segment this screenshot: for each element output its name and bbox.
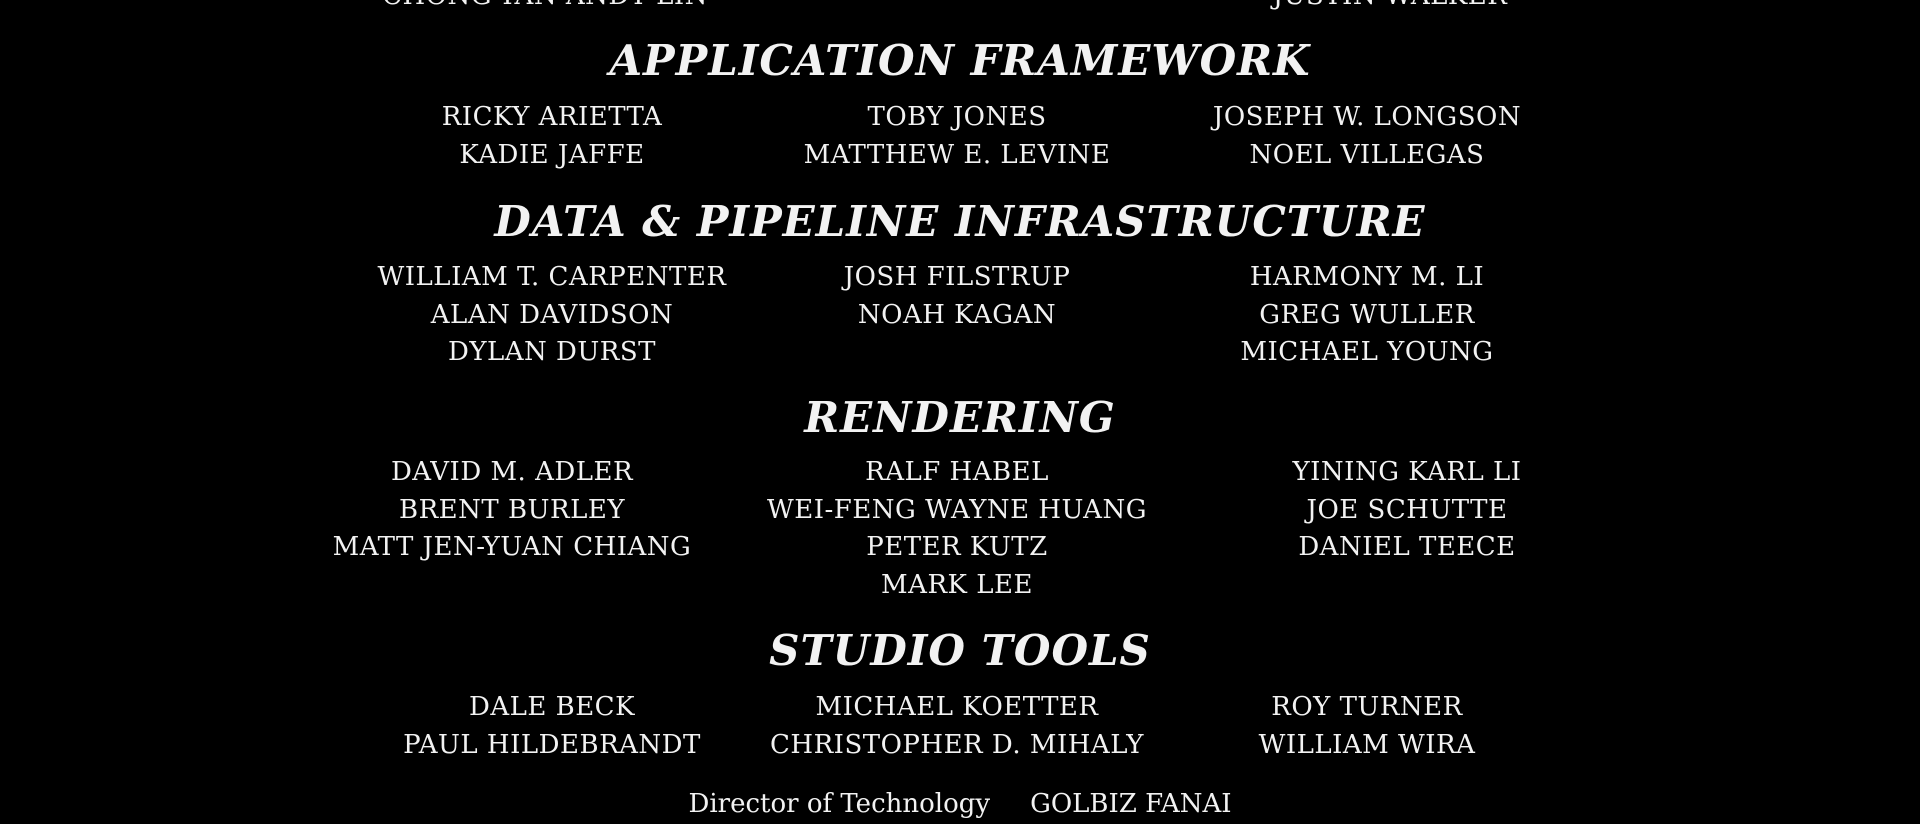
credit-name: MICHAEL YOUNG [1240, 337, 1494, 367]
credit-column: DALE BECK PAUL HILDEBRANDT [377, 689, 727, 764]
credit-name: DYLAN DURST [447, 337, 657, 367]
credit-name: MARK LEE [881, 569, 1033, 600]
section-heading: APPLICATION FRAMEWORK [609, 36, 1311, 85]
credit-name: WEI-FENG WAYNE HUANG [767, 494, 1147, 525]
credit-name: PETER KUTZ [866, 532, 1048, 562]
credit-name-partial: JUSTIN WALKER [1255, 0, 1525, 16]
credit-name: WILLIAM T. CARPENTER [377, 262, 727, 292]
credit-column: RALF HABEL WEI-FENG WAYNE HUANG PETER KU… [747, 454, 1167, 604]
credit-name: GOLBIZ FANAI [1030, 789, 1232, 819]
credit-name: JOSH FILSTRUP [843, 262, 1071, 292]
credit-column: WILLIAM T. CARPENTER ALAN DAVIDSON DYLAN… [352, 259, 752, 372]
credit-name: BRENT BURLEY [398, 494, 626, 525]
credits-screen: CHONG-YAN ANDY LIN JUSTIN WALKER APPLICA… [307, 0, 1557, 819]
credit-name: DALE BECK [468, 692, 636, 722]
credit-name: NOEL VILLEGAS [1249, 139, 1485, 170]
credit-column: RICKY ARIETTA KADIE JAFFE [402, 99, 702, 174]
credit-column: JOSH FILSTRUP NOAH KAGAN [792, 259, 1122, 334]
credit-column: JOSEPH W. LONGSON NOEL VILLEGAS [1197, 99, 1537, 174]
credit-name: ROY TURNER [1271, 692, 1463, 722]
credit-name: MICHAEL KOETTER [815, 692, 1099, 722]
section-heading: DATA & PIPELINE INFRASTRUCTURE [494, 197, 1426, 246]
credit-name: HARMONY M. LI [1249, 262, 1485, 292]
credit-name: DANIEL TEECE [1298, 532, 1516, 562]
credit-name: JOE SCHUTTE [1306, 494, 1508, 525]
credit-name: DAVID M. ADLER [390, 457, 634, 487]
credit-name: WILLIAM WIRA [1258, 729, 1476, 760]
credit-name: MATT JEN-YUAN CHIANG [332, 532, 692, 562]
credit-name-partial: CHONG-YAN ANDY LIN [355, 0, 735, 16]
credit-column: DAVID M. ADLER BRENT BURLEY MATT JEN-YUA… [307, 454, 717, 567]
credit-name: RALF HABEL [865, 457, 1049, 487]
credit-name: TOBY JONES [867, 102, 1047, 132]
credit-name: PAUL HILDEBRANDT [403, 729, 701, 760]
section-heading: STUDIO TOOLS [769, 626, 1151, 675]
credit-role: Director of Technology [688, 789, 991, 819]
credit-name: YINING KARL LI [1292, 457, 1522, 487]
credit-name: NOAH KAGAN [857, 299, 1057, 330]
credit-name: RICKY ARIETTA [441, 102, 663, 132]
credit-line-partial: Director of Technology GOLBIZ FANAI [0, 786, 1920, 824]
credit-column: ROY TURNER WILLIAM WIRA [1217, 689, 1517, 764]
section-heading: RENDERING [804, 393, 1116, 442]
credit-column: HARMONY M. LI GREG WULLER MICHAEL YOUNG [1207, 259, 1527, 372]
credit-name: ALAN DAVIDSON [430, 299, 674, 330]
credit-name: KADIE JAFFE [459, 139, 645, 170]
credit-name: MATTHEW E. LEVINE [803, 139, 1111, 170]
credit-column: YINING KARL LI JOE SCHUTTE DANIEL TEECE [1257, 454, 1557, 567]
credit-name: JOSEPH W. LONGSON [1212, 102, 1522, 132]
credit-name: GREG WULLER [1259, 299, 1475, 330]
credit-column: MICHAEL KOETTER CHRISTOPHER D. MIHALY [747, 689, 1167, 764]
credit-name: CHRISTOPHER D. MIHALY [770, 729, 1144, 760]
credit-column: TOBY JONES MATTHEW E. LEVINE [792, 99, 1122, 174]
